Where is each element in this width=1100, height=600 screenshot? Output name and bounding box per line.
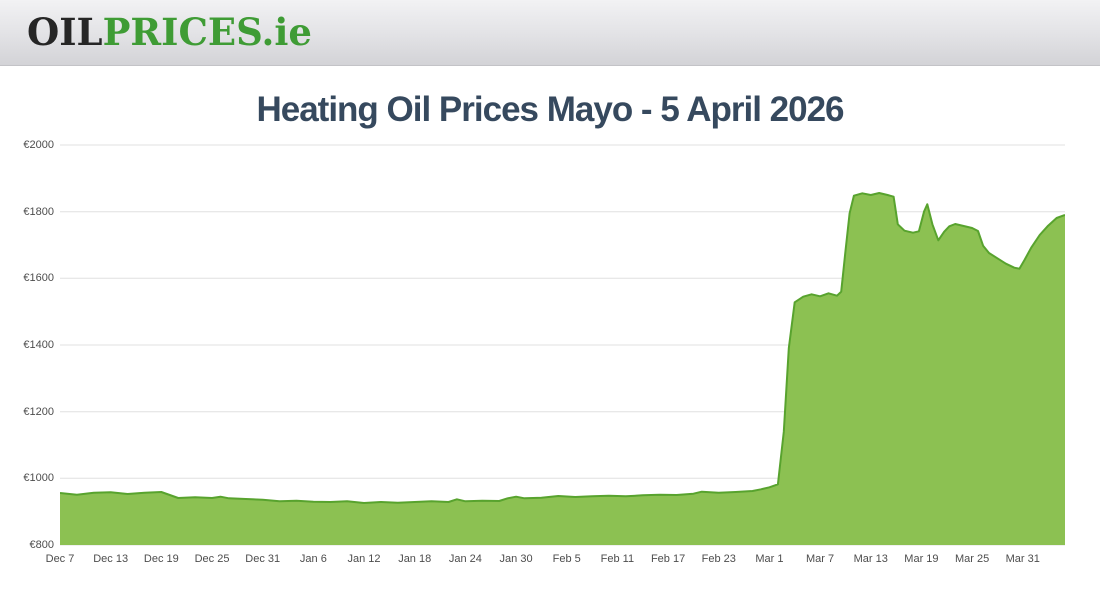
y-axis-label: €1400 bbox=[23, 339, 54, 351]
x-axis-label: Dec 7 bbox=[45, 553, 75, 565]
logo-text-prices: PRICES bbox=[102, 10, 262, 54]
x-axis-label: Mar 19 bbox=[904, 553, 939, 565]
logo-text-ie: .ie bbox=[261, 10, 312, 54]
x-axis-label: Jan 24 bbox=[448, 553, 482, 565]
x-axis-label: Mar 7 bbox=[806, 553, 835, 565]
x-axis-label: Mar 1 bbox=[755, 553, 784, 565]
x-axis-label: Feb 5 bbox=[552, 553, 581, 565]
y-axis-label: €1800 bbox=[23, 205, 54, 218]
heating-oil-price-chart: €800 €1000 €1200 €1400 €1600 €1800 €2000 Dec 7… bbox=[0, 139, 1100, 594]
site-header: OILPRICES.ie bbox=[0, 0, 1100, 66]
chart-plot-area[interactable] bbox=[60, 144, 1065, 546]
y-axis-label: €1600 bbox=[23, 272, 54, 285]
price-line bbox=[60, 192, 1065, 504]
x-axis-label: Mar 31 bbox=[1005, 553, 1040, 565]
price-area-fill bbox=[60, 193, 1065, 545]
x-axis-label: Feb 17 bbox=[650, 553, 686, 565]
y-axis-label: €1000 bbox=[23, 472, 54, 485]
x-axis-label: Mar 25 bbox=[954, 553, 990, 565]
y-axis-label: €2000 bbox=[23, 139, 54, 151]
x-axis-label: Dec 25 bbox=[194, 553, 230, 565]
x-axis-label: Dec 19 bbox=[143, 553, 179, 565]
x-axis-label: Jan 12 bbox=[347, 553, 381, 565]
x-axis-label: Dec 31 bbox=[245, 553, 281, 565]
logo-text-oil: OIL bbox=[27, 10, 103, 54]
x-axis-label: Jan 6 bbox=[299, 553, 327, 565]
site-logo[interactable]: OILPRICES.ie bbox=[27, 14, 312, 51]
x-axis-label: Jan 30 bbox=[499, 553, 533, 565]
y-axis-label: €1200 bbox=[23, 405, 54, 418]
x-axis-label: Feb 11 bbox=[600, 553, 635, 565]
x-axis-label: Jan 18 bbox=[398, 553, 432, 565]
x-axis-label: Mar 13 bbox=[853, 553, 888, 565]
y-axis-label: €800 bbox=[29, 539, 54, 551]
x-axis-label: Dec 13 bbox=[93, 553, 129, 565]
page-title: Heating Oil Prices Mayo - 5 April 2026 bbox=[256, 90, 844, 129]
x-axis-label: Feb 23 bbox=[701, 553, 736, 565]
